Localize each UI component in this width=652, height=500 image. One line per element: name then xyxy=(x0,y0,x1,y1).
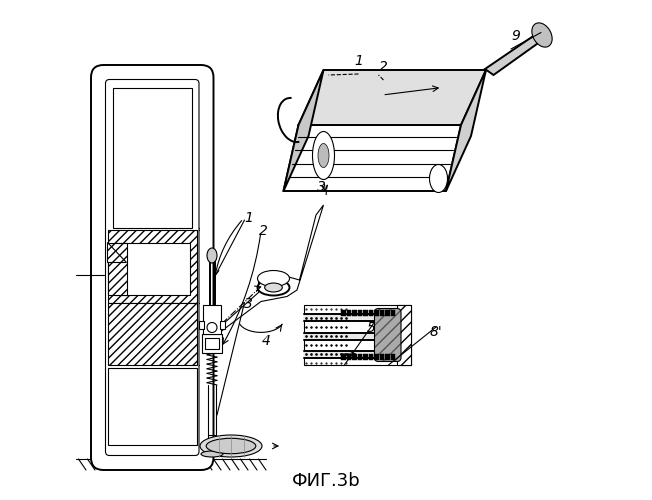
Polygon shape xyxy=(446,70,486,191)
Bar xyxy=(363,310,368,316)
Bar xyxy=(199,320,204,328)
Polygon shape xyxy=(108,242,126,262)
Text: 2: 2 xyxy=(379,60,388,74)
Polygon shape xyxy=(485,32,546,75)
Bar xyxy=(341,354,346,360)
FancyBboxPatch shape xyxy=(91,65,213,470)
FancyBboxPatch shape xyxy=(106,80,199,456)
Bar xyxy=(341,310,346,316)
Bar xyxy=(303,314,397,321)
Bar xyxy=(352,310,357,316)
Bar xyxy=(397,305,411,365)
Bar xyxy=(379,354,384,360)
Text: 4: 4 xyxy=(261,334,271,348)
Bar xyxy=(385,310,389,316)
Bar xyxy=(108,368,197,445)
Bar xyxy=(203,304,221,334)
Bar xyxy=(368,354,373,360)
Polygon shape xyxy=(220,205,323,332)
Bar xyxy=(205,441,219,450)
Text: 1: 1 xyxy=(244,212,253,226)
Bar xyxy=(357,310,362,316)
Text: 9: 9 xyxy=(512,29,520,43)
Bar xyxy=(115,242,190,295)
Bar xyxy=(385,354,389,360)
Text: 8': 8' xyxy=(430,325,442,339)
Text: 2: 2 xyxy=(259,224,268,238)
Polygon shape xyxy=(284,125,461,191)
Ellipse shape xyxy=(201,451,223,457)
Bar xyxy=(108,302,197,365)
Ellipse shape xyxy=(318,144,329,168)
Bar xyxy=(374,354,379,360)
Ellipse shape xyxy=(258,280,289,295)
Bar xyxy=(391,354,395,360)
Bar xyxy=(391,310,395,316)
Polygon shape xyxy=(299,70,486,125)
Bar xyxy=(113,88,192,228)
Bar xyxy=(303,350,397,358)
Ellipse shape xyxy=(430,164,447,192)
Bar xyxy=(352,354,357,360)
Bar xyxy=(303,305,411,365)
Bar xyxy=(303,332,397,340)
Text: 3: 3 xyxy=(244,296,253,310)
Ellipse shape xyxy=(206,438,256,454)
Ellipse shape xyxy=(532,23,552,47)
Bar xyxy=(357,354,362,360)
Bar xyxy=(108,242,126,295)
Ellipse shape xyxy=(265,283,282,292)
Bar xyxy=(108,230,197,302)
Bar xyxy=(205,338,219,348)
Text: 5: 5 xyxy=(366,322,376,336)
Ellipse shape xyxy=(258,270,289,286)
Bar xyxy=(346,354,351,360)
Text: 1: 1 xyxy=(354,54,363,68)
Bar xyxy=(346,310,351,316)
Ellipse shape xyxy=(200,435,262,457)
FancyBboxPatch shape xyxy=(374,308,401,362)
Polygon shape xyxy=(284,70,323,191)
Bar xyxy=(379,310,384,316)
Bar xyxy=(202,334,222,352)
Bar xyxy=(374,310,379,316)
Ellipse shape xyxy=(312,132,334,180)
Text: 3: 3 xyxy=(317,180,325,194)
Text: ФИГ.3b: ФИГ.3b xyxy=(291,472,361,490)
Ellipse shape xyxy=(207,248,217,263)
Bar xyxy=(368,310,373,316)
Bar xyxy=(363,354,368,360)
Circle shape xyxy=(207,322,217,332)
Bar xyxy=(220,320,225,328)
